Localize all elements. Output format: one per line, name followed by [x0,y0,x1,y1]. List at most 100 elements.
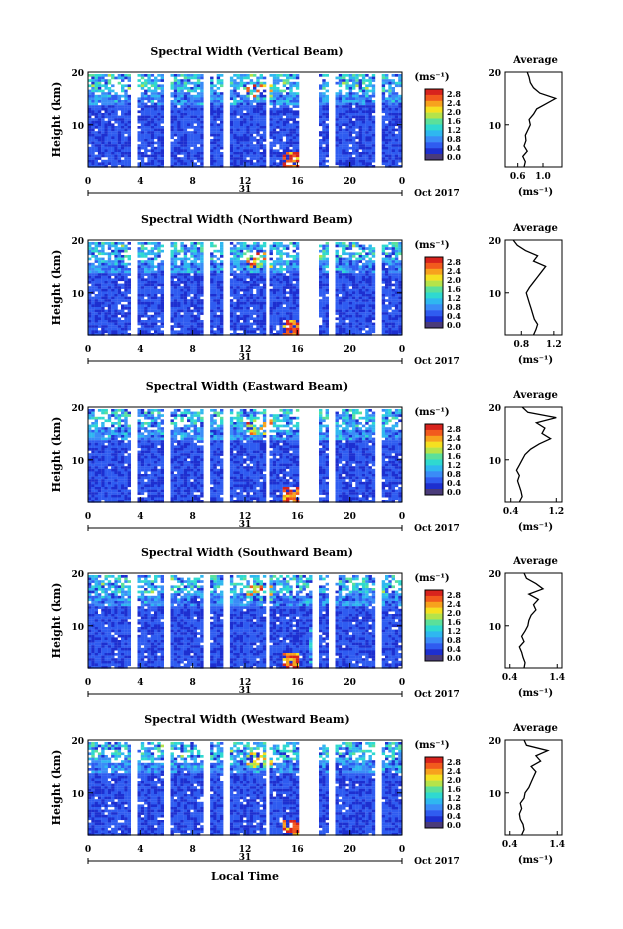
colorbar-tick-label: 0.4 [447,644,461,654]
colorbar-tick-label: 2.8 [447,424,461,434]
average-profile-line [512,239,547,336]
colorbar-tick-label: 0.4 [447,143,461,153]
x-tick-label: 16 [291,678,304,688]
x-tick-label: 0 [399,177,405,187]
colorbar-tick-label: 0.0 [447,320,461,330]
panel-1: Spectral Width (Northward Beam) 20 10 0 4 8 12… [50,213,563,367]
average-title: Average [512,390,558,401]
avg-x-tick-label: 1.4 [549,840,565,850]
colorbar-tick-label: 1.2 [447,125,461,135]
y-tick-label: 10 [71,457,84,467]
y-tick-label: 10 [71,290,84,300]
colorbar-swatch [425,447,443,454]
avg-x-tick-label: 1.0 [535,172,551,182]
colorbar-swatch [425,590,443,597]
colorbar-frame [424,256,444,329]
colorbar-tick-label: 2.4 [447,98,461,108]
x-tick-label: 0 [85,678,91,688]
date-day-label: 31 [239,353,252,363]
colorbar-swatch [425,142,443,149]
x-tick-label: 0 [85,177,91,187]
colorbar-bottom [425,322,443,328]
avg-y-tick-label: 20 [488,69,501,79]
date-day-label: 31 [239,853,252,863]
avg-x-tick-label: 0.4 [502,673,518,683]
colorbar-swatch [425,459,443,466]
avg-y-tick-label: 10 [488,623,501,633]
colorbar-swatch [425,483,443,490]
colorbar-tick-label: 1.6 [447,784,461,794]
heatmap-cells [88,409,402,503]
x-tick-label: 4 [137,345,143,355]
date-year-label: Oct 2017 [414,189,460,199]
x-tick-label: 20 [343,345,356,355]
avg-x-tick-label: 1.2 [548,507,564,517]
x-tick-label: 0 [85,512,91,522]
colorbar-swatch [425,148,443,155]
average-profile-line [515,406,557,503]
colorbar-tick-label: 1.6 [447,284,461,294]
x-tick-label: 4 [137,512,143,522]
avg-y-tick-label: 10 [488,290,501,300]
colorbar-tick-label: 0.0 [447,152,461,162]
x-tick-label: 16 [291,345,304,355]
average-profile-line [518,739,550,836]
date-day-label: 31 [239,686,252,696]
colorbar-swatch [425,804,443,811]
colorbar-swatch [425,613,443,620]
avg-y-tick-label: 20 [488,570,501,580]
y-axis-label: Height (km) [50,82,63,158]
colorbar-swatch [425,292,443,299]
date-year-label: Oct 2017 [414,524,460,534]
average-frame [504,739,563,836]
avg-x-tick-label: 0.6 [510,172,526,182]
panel-0: Spectral Width (Vertical Beam) 20 10 0 4 8 12 1… [50,45,563,199]
x-tick-label: 12 [239,512,252,522]
colorbar-tick-label: 0.0 [447,487,461,497]
colorbar-swatch [425,124,443,131]
avg-y-tick-label: 20 [488,737,501,747]
colorbar-swatch [425,816,443,823]
x-tick-label: 12 [239,678,252,688]
heatmap-cells [88,742,402,836]
y-tick-label: 10 [71,790,84,800]
colorbar-tick-label: 2.4 [447,433,461,443]
colorbar-frame [424,88,444,161]
colorbar-swatch [425,286,443,293]
colorbar-swatch [425,643,443,650]
colorbar-tick-label: 1.6 [447,451,461,461]
colorbar-tick-label: 2.0 [447,442,461,452]
y-tick-label: 20 [71,570,84,580]
x-tick-label: 0 [399,845,405,855]
y-tick-label: 20 [71,404,84,414]
colorbar-tick-label: 0.0 [447,820,461,830]
colorbar-swatch [425,94,443,101]
colorbar-unit: (ms⁻¹) [414,72,449,83]
colorbar-swatch [425,441,443,448]
x-tick-label: 16 [291,845,304,855]
colorbar-swatch [425,649,443,656]
colorbar-swatch [425,637,443,644]
colorbar-unit: (ms⁻¹) [414,240,449,251]
avg-x-tick-label: 1.2 [546,340,562,350]
x-tick-label: 4 [137,845,143,855]
avg-y-tick-label: 10 [488,790,501,800]
x-tick-label: 20 [343,512,356,522]
x-tick-label: 8 [190,177,196,187]
colorbar-swatch [425,619,443,626]
colorbar-swatch [425,465,443,472]
average-frame [504,71,563,168]
colorbar-swatch [425,471,443,478]
colorbar-swatch [425,477,443,484]
avg-y-tick-label: 10 [488,457,501,467]
x-tick-label: 8 [190,345,196,355]
colorbar-swatch [425,757,443,764]
colorbar-tick-label: 0.4 [447,311,461,321]
colorbar-tick-label: 2.4 [447,766,461,776]
colorbar-tick-label: 0.0 [447,653,461,663]
x-tick-label: 0 [399,345,405,355]
date-day-label: 31 [239,185,252,195]
colorbar-frame [424,756,444,829]
